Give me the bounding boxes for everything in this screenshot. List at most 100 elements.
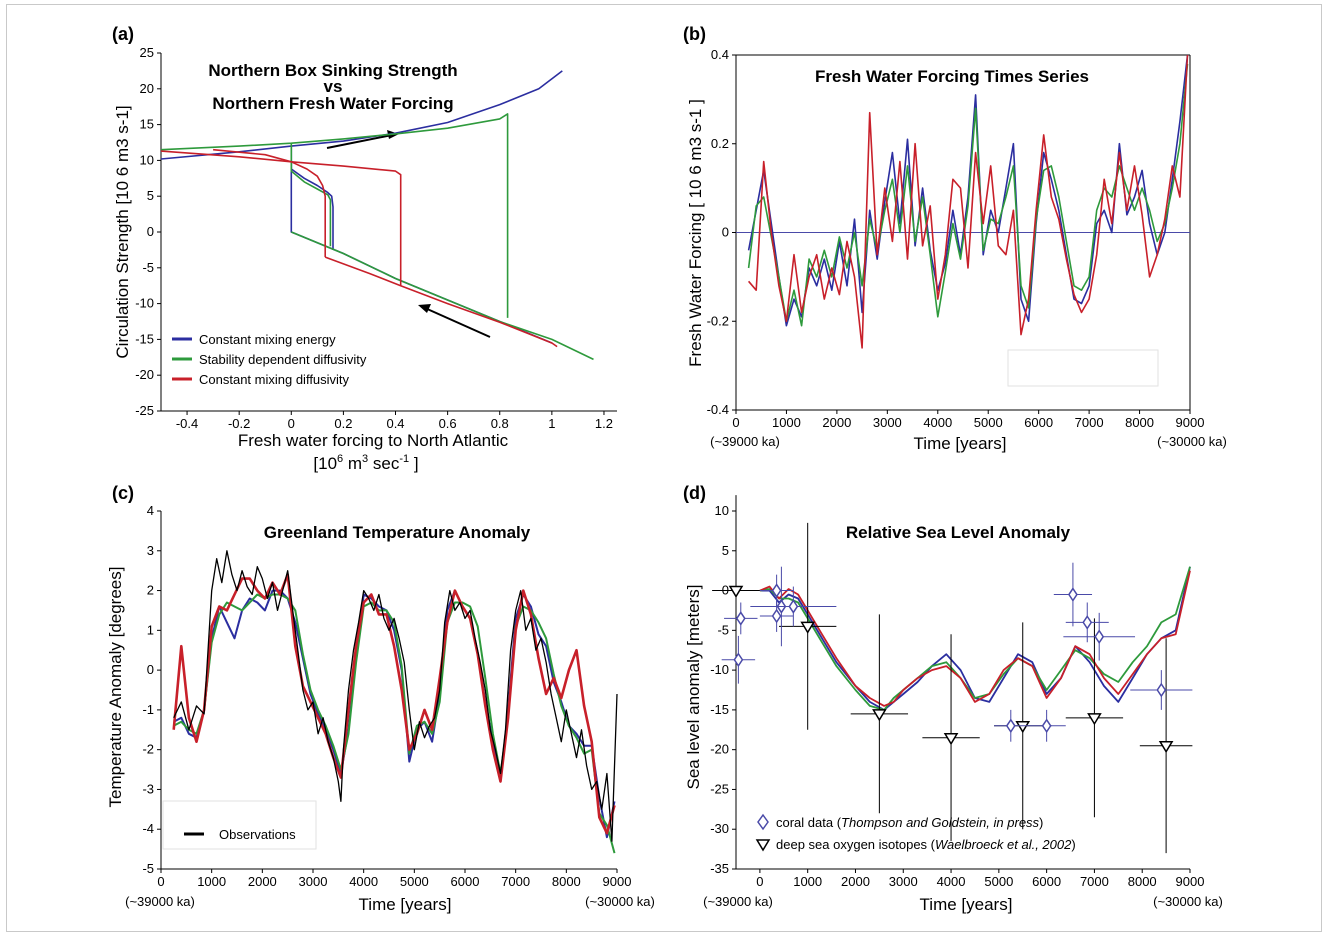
x-tick-label: 0.4 [386,416,404,431]
x-tick-label: 3000 [299,874,328,889]
x-tick-label: 5000 [974,415,1003,430]
y-tick-label: -35 [710,861,729,876]
chart-a-title-line3: Northern Fresh Water Forcing [212,94,453,113]
x-tick-label: 9000 [1176,415,1205,430]
triangle-down-marker-icon [755,839,771,852]
y-tick-label: -2 [142,742,154,757]
coral-point [1082,615,1093,630]
x-tick-label: -0.2 [228,416,250,431]
x-tick-label: 7000 [501,874,530,889]
x-tick-label: 5000 [984,874,1013,889]
y-tick-label: -25 [710,781,729,796]
series-line-1 [747,63,1189,327]
isotope-point [943,732,959,746]
y-tick-label: -1 [142,702,154,717]
chart-a-series [160,70,594,361]
y-tick-label: -25 [135,403,154,418]
arrow-down-left-icon [418,304,491,338]
legend-d-entry-1: coral data (Thompson and Goldstein, in p… [776,815,1043,830]
series-line-0 [290,146,334,250]
x-tick-label: 7000 [1080,874,1109,889]
y-tick-label: -5 [142,861,154,876]
chart-c-start-label: (~39000 ka) [125,894,195,909]
x-tick-label: 0.6 [439,416,457,431]
series-line-0 [160,70,563,160]
y-tick-label: -10 [135,296,154,311]
y-tick-label: 20 [140,81,154,96]
legend-c-entry: Observations [219,827,296,842]
x-tick-label: 2000 [822,415,851,430]
chart-c-xlabel: Time [years] [359,895,452,914]
legend-d-entry-2: deep sea oxygen isotopes (Waelbroeck et … [776,837,1076,852]
chart-c-title: Greenland Temperature Anomaly [264,523,531,542]
chart-d-series [712,495,1193,854]
isotope-point [1015,721,1031,734]
y-tick-label: -0.4 [707,402,729,417]
y-tick-label: 2 [147,583,154,598]
y-tick-label: 25 [140,45,154,60]
y-tick-label: 5 [722,543,729,558]
x-tick-label: 0.2 [334,416,352,431]
series-line-2 [173,593,616,854]
y-tick-label: -30 [710,821,729,836]
x-tick-label: 0.8 [491,416,509,431]
chart-c-legend: Observations [184,827,296,842]
series-line-1 [290,231,594,361]
series-line-2 [747,54,1189,349]
y-tick-label: 15 [140,117,154,132]
x-tick-label: 2000 [248,874,277,889]
x-tick-label: 1.2 [595,416,613,431]
y-tick-label: 1 [147,622,154,637]
chart-c-end-label: (~30000 ka) [585,894,655,909]
chart-a-xunit: [106 m3 sec-1 ] [313,453,418,473]
y-tick-label: -20 [135,367,154,382]
panel-label-a: (a) [112,24,134,44]
chart-d-end-label: (~30000 ka) [1153,894,1223,909]
y-tick-label: 0.4 [711,47,729,62]
y-tick-label: -5 [717,622,729,637]
y-tick-label: 10 [715,503,729,518]
x-tick-label: 8000 [1128,874,1157,889]
x-tick-label: 1 [548,416,555,431]
y-tick-label: -3 [142,781,154,796]
x-tick-label: 8000 [1125,415,1154,430]
x-tick-label: -0.4 [176,416,198,431]
series-line-1 [290,143,332,247]
series-line-0 [290,160,553,344]
isotope-point [1087,713,1102,726]
x-tick-label: 5000 [400,874,429,889]
coral-point [1094,629,1105,645]
chart-d-ylabel: Sea level anomaly [meters] [684,584,703,789]
x-tick-label: 6000 [1024,415,1053,430]
y-tick-label: 4 [147,503,154,518]
coral-point [788,599,799,614]
isotope-point [1158,740,1174,754]
x-tick-label: 4000 [923,415,952,430]
isotope-point [728,585,744,599]
y-tick-label: 0 [147,662,154,677]
chart-d-xlabel: Time [years] [920,895,1013,914]
coral-point [1068,587,1078,602]
x-tick-label: 7000 [1075,415,1104,430]
chart-a-legend: Constant mixing energy Stability depende… [172,332,367,387]
x-tick-label: 3000 [889,874,918,889]
diamond-marker-icon [757,813,769,831]
x-tick-label: 9000 [1176,874,1205,889]
figure-frame [6,4,1322,932]
isotope-point [800,621,816,634]
chart-a-axes: -0.4 -0.2 0 0.2 0.4 0.6 0.8 1 1.2 -25 -20 -15 -10 -5 0… [135,45,617,431]
x-tick-label: 4000 [937,874,966,889]
series-line-1 [160,113,509,318]
y-tick-label: 10 [140,152,154,167]
y-tick-label: 0 [722,225,729,240]
isotope-point [872,709,887,722]
legend-a-entry-2: Stability dependent diffusivity [199,352,367,367]
x-tick-label: 4000 [349,874,378,889]
x-tick-label: 0 [157,874,164,889]
coral-point [1041,718,1052,734]
x-tick-label: 0 [756,874,763,889]
chart-c-series [172,550,618,854]
x-tick-label: 0 [288,416,295,431]
series-line-2 [324,256,558,348]
y-tick-label: -20 [710,742,729,757]
